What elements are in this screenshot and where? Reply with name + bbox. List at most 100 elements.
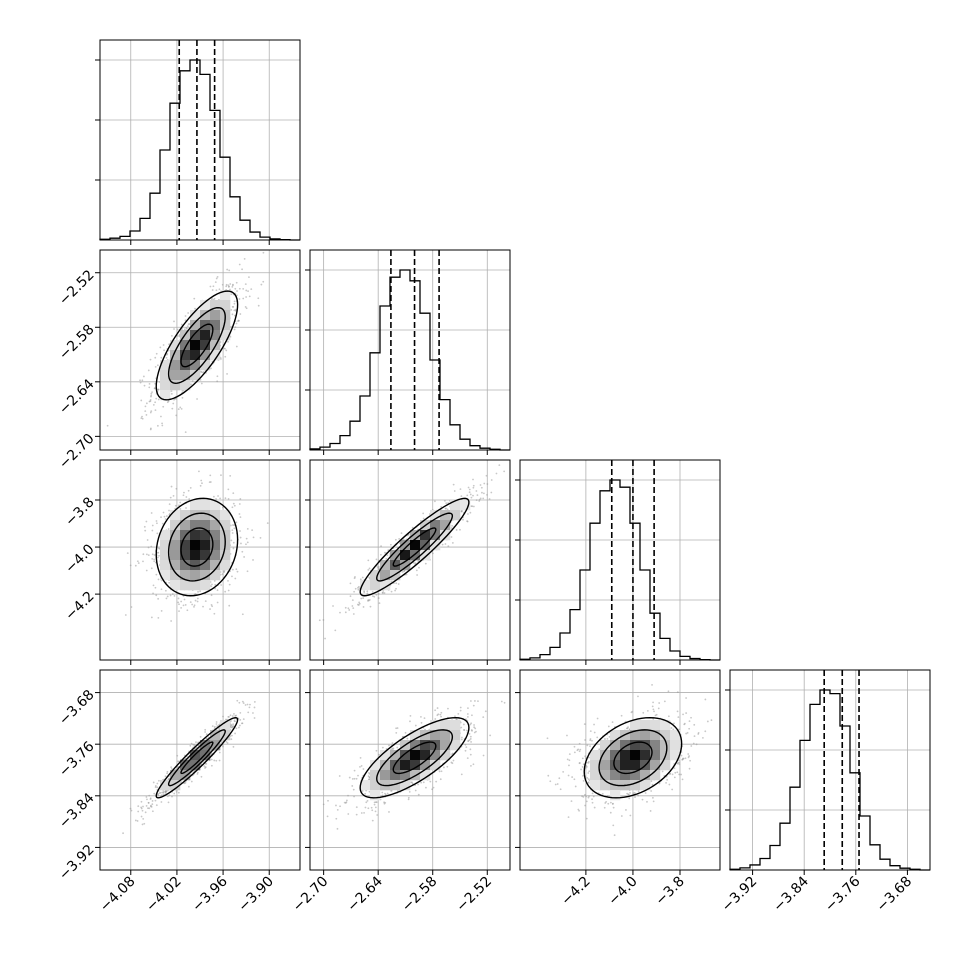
sample-point <box>227 715 230 718</box>
sample-point <box>474 700 476 702</box>
sample-point <box>155 520 158 522</box>
sample-point <box>213 725 216 728</box>
sample-point <box>194 593 197 595</box>
sample-point <box>224 590 227 593</box>
sample-point <box>231 726 233 728</box>
sample-point <box>690 716 692 719</box>
sample-point <box>348 609 351 611</box>
sample-point <box>154 799 157 802</box>
sample-point <box>170 392 173 395</box>
sample-point <box>146 798 148 801</box>
sample-point <box>184 781 187 784</box>
sample-point <box>374 806 377 809</box>
sample-point <box>466 716 469 718</box>
sample-point <box>432 786 435 789</box>
sample-point <box>383 592 386 594</box>
sample-point <box>243 556 246 558</box>
sample-point <box>178 610 180 613</box>
sample-point <box>151 558 154 560</box>
density-cell <box>180 530 191 541</box>
sample-point <box>358 601 361 604</box>
y-tick-label: −3.68 <box>56 687 98 729</box>
sample-point <box>425 786 427 789</box>
sample-point <box>375 593 378 596</box>
density-cell <box>440 720 451 731</box>
sample-point <box>233 302 236 305</box>
sample-point <box>377 566 380 568</box>
sample-point <box>446 765 449 768</box>
sample-point <box>154 401 157 404</box>
sample-point <box>228 269 231 272</box>
hist-panel-4 <box>725 669 931 871</box>
sample-point <box>242 718 245 721</box>
density-cell <box>210 550 221 561</box>
density-cell <box>190 530 201 541</box>
sample-point <box>371 591 374 593</box>
sample-point <box>367 559 370 562</box>
sample-point <box>459 488 462 491</box>
sample-point <box>327 799 329 802</box>
sample-point <box>418 566 420 569</box>
sample-point <box>159 791 162 794</box>
density-cell <box>440 730 451 741</box>
density-cell <box>190 340 201 351</box>
density-cell <box>400 780 411 791</box>
sample-point <box>362 597 365 599</box>
sample-point <box>155 804 158 807</box>
sample-point <box>164 518 167 520</box>
sample-point <box>192 743 195 746</box>
sample-point <box>231 284 234 287</box>
sample-point <box>246 570 249 573</box>
sample-point <box>229 524 232 527</box>
sample-point <box>239 498 242 500</box>
sample-point <box>126 552 129 555</box>
sample-point <box>151 524 154 527</box>
density-cell <box>410 530 421 541</box>
density-cell <box>200 510 211 521</box>
density-cell <box>180 380 191 391</box>
sample-point <box>415 569 418 572</box>
density-cell <box>220 730 231 741</box>
sample-point <box>446 508 449 511</box>
density-cell <box>160 390 171 401</box>
density-cell <box>420 770 431 781</box>
sample-point <box>194 307 196 310</box>
sample-point <box>381 794 384 797</box>
sample-point <box>253 701 256 703</box>
sample-point <box>226 268 229 271</box>
density-cell <box>190 350 201 361</box>
sample-point <box>153 792 156 795</box>
density-cell <box>180 540 191 551</box>
density-cell <box>190 330 201 341</box>
density-cell <box>420 760 431 771</box>
density-cell <box>200 570 211 581</box>
sample-point <box>222 745 224 748</box>
sample-point <box>219 358 222 360</box>
sample-point <box>235 521 238 524</box>
sample-point <box>367 807 370 810</box>
sample-point <box>338 775 341 777</box>
sample-point <box>396 727 399 729</box>
sample-point <box>440 711 443 714</box>
sample-point <box>360 765 363 767</box>
sample-point <box>179 406 182 409</box>
sample-point <box>451 542 454 544</box>
sample-point <box>163 349 165 352</box>
sample-point <box>482 497 485 500</box>
density-cell <box>180 360 191 371</box>
sample-point <box>178 504 180 507</box>
sample-point <box>152 403 155 406</box>
sample-point <box>364 792 367 795</box>
sample-point <box>150 395 152 398</box>
panel-frame <box>729 669 931 871</box>
sample-point <box>230 325 232 328</box>
contour-line <box>180 323 214 368</box>
density-cell <box>390 750 401 761</box>
sample-point <box>233 300 236 303</box>
sample-point <box>247 290 249 293</box>
density-cell <box>430 720 441 731</box>
sample-point <box>195 741 197 744</box>
x-tick-label: −3.90 <box>235 874 277 916</box>
sample-point <box>209 285 212 288</box>
sample-point <box>160 610 163 612</box>
